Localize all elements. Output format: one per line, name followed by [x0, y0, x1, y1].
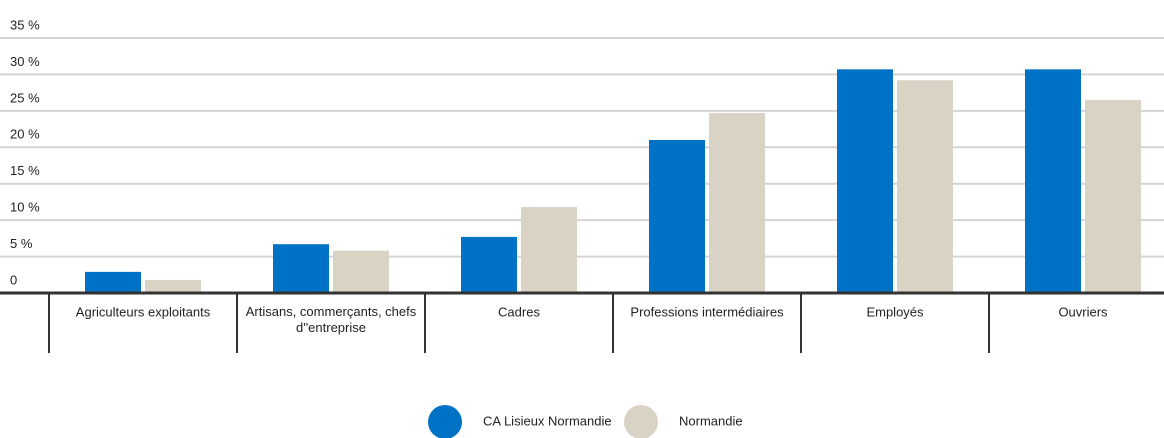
x-tick-label-line: d''entreprise	[296, 320, 366, 335]
bar	[1025, 69, 1081, 293]
bar	[649, 140, 705, 293]
y-tick-label: 0	[10, 272, 17, 287]
legend-label: Normandie	[679, 413, 743, 428]
bar	[85, 271, 141, 293]
x-tick-label: Employés	[866, 304, 924, 319]
bar	[1085, 99, 1141, 293]
x-tick-label: Cadres	[498, 304, 540, 319]
x-tick-label: Ouvriers	[1058, 304, 1108, 319]
y-tick-label: 10 %	[10, 200, 40, 215]
legend-swatch	[428, 405, 462, 438]
y-tick-label: 15 %	[10, 163, 40, 178]
x-tick-label: Artisans, commerçants, chefs d''entrepris…	[246, 304, 417, 335]
x-tick-label-line: Artisans, commerçants, chefs	[246, 304, 417, 319]
y-tick-label: 30 %	[10, 54, 40, 69]
legend-swatch	[624, 405, 658, 438]
x-tick-label: Professions intermédiaires	[630, 304, 784, 319]
bar	[461, 236, 517, 293]
bar	[709, 113, 765, 294]
y-tick-label: 35 %	[10, 17, 40, 32]
bar	[333, 250, 389, 293]
y-tick-label: 5 %	[10, 236, 33, 251]
bar	[273, 244, 329, 293]
bar	[897, 80, 953, 293]
bar	[521, 207, 577, 293]
x-tick-label: Agriculteurs exploitants	[76, 304, 211, 319]
bar	[145, 279, 201, 293]
y-tick-label: 25 %	[10, 90, 40, 105]
y-tick-label: 20 %	[10, 127, 40, 142]
legend-label: CA Lisieux Normandie	[483, 413, 612, 428]
bar	[837, 69, 893, 293]
